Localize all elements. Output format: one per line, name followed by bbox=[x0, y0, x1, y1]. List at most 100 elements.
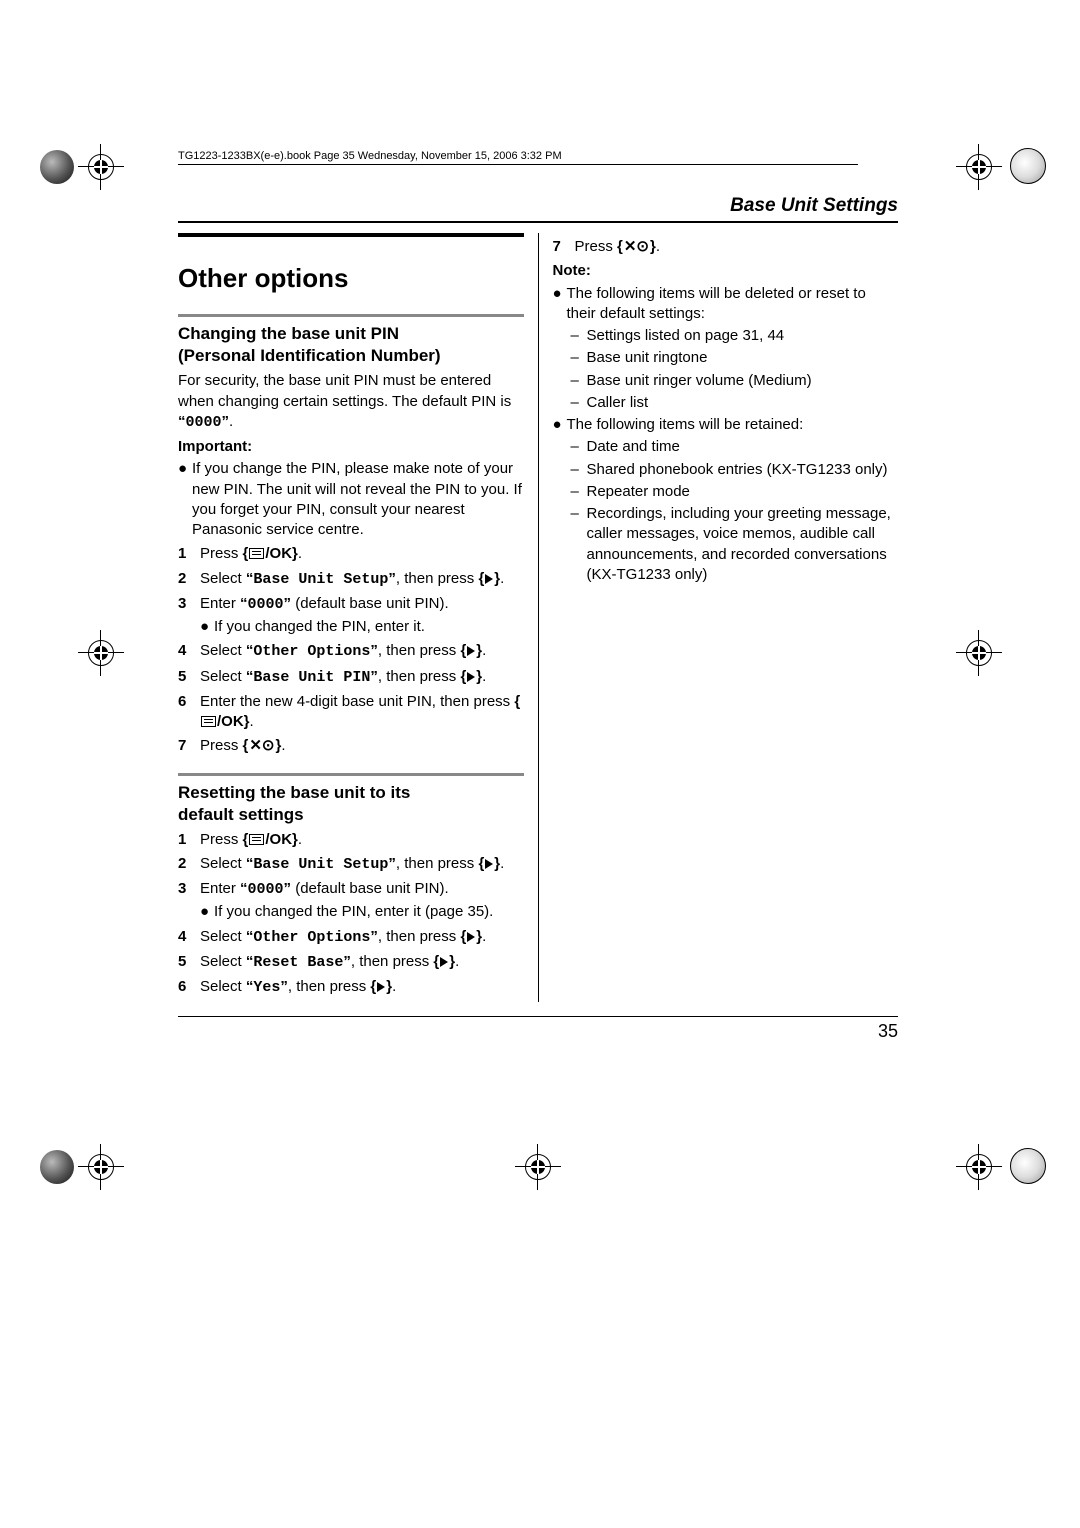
text: Shared phonebook entries (KX-TG1233 only… bbox=[587, 460, 888, 480]
print-mark-ball-icon bbox=[40, 150, 74, 184]
text: ” bbox=[370, 928, 378, 945]
text: Base Unit Setup bbox=[253, 571, 388, 588]
text: “ bbox=[240, 595, 248, 612]
bracket-icon: { bbox=[478, 855, 484, 872]
reset-step-3: 3 Enter “0000” (default base unit PIN). … bbox=[178, 879, 524, 923]
registration-mark-icon bbox=[966, 1154, 992, 1180]
registration-mark-icon bbox=[88, 640, 114, 666]
text: , then press bbox=[396, 855, 479, 872]
text: Press bbox=[200, 545, 243, 562]
text: Base unit ringer volume (Medium) bbox=[587, 371, 812, 391]
registration-mark-icon bbox=[966, 154, 992, 180]
text: . bbox=[482, 642, 486, 659]
text: /OK bbox=[265, 831, 292, 848]
step-body: Select “Base Unit PIN”, then press {}. bbox=[200, 667, 524, 688]
print-mark-ball-icon bbox=[1010, 1148, 1046, 1184]
step-number: 4 bbox=[178, 641, 200, 661]
step-number: 6 bbox=[178, 692, 200, 712]
important-label: Important: bbox=[178, 437, 524, 457]
text: Yes bbox=[253, 979, 280, 996]
text: Other Options bbox=[253, 929, 370, 946]
step-number: 4 bbox=[178, 927, 200, 947]
reset-step-4: 4 Select “Other Options”, then press {}. bbox=[178, 927, 524, 948]
text: Press bbox=[200, 737, 243, 754]
reset-subheading: Resetting the base unit to its default s… bbox=[178, 782, 524, 826]
text: Select bbox=[200, 570, 246, 587]
pin-heading-line2: (Personal Identification Number) bbox=[178, 346, 441, 365]
text: Select bbox=[200, 978, 246, 995]
step-number: 2 bbox=[178, 569, 200, 589]
pin-heading-line1: Changing the base unit PIN bbox=[178, 324, 399, 343]
subheading-rule-icon bbox=[178, 314, 524, 317]
text: ” bbox=[343, 953, 351, 970]
bracket-icon: { bbox=[514, 693, 520, 710]
bracket-icon: { bbox=[370, 978, 376, 995]
bracket-icon: { bbox=[243, 831, 249, 848]
text: “ bbox=[178, 413, 186, 430]
step-body: Press {✕⊙}. bbox=[575, 237, 899, 257]
heading-rule-icon bbox=[178, 233, 524, 237]
bullet-icon: ● bbox=[178, 459, 192, 479]
important-bullet-text: If you change the PIN, please make note … bbox=[192, 459, 524, 540]
registration-mark-icon bbox=[88, 154, 114, 180]
text: . bbox=[656, 238, 660, 255]
reset-step-3-sub: ●If you changed the PIN, enter it (page … bbox=[200, 902, 524, 922]
subheading-rule-icon bbox=[178, 773, 524, 776]
text: , then press bbox=[396, 570, 479, 587]
step-body: Press {/OK}. bbox=[200, 830, 524, 850]
power-off-icon: ✕⊙ bbox=[624, 237, 649, 257]
text: Reset Base bbox=[253, 954, 343, 971]
page-content: TG1223-1233BX(e-e).book Page 35 Wednesda… bbox=[178, 150, 898, 1042]
text: The following items will be retained: bbox=[567, 415, 804, 435]
text: Other Options bbox=[253, 643, 370, 660]
bracket-icon: { bbox=[478, 570, 484, 587]
text: . bbox=[229, 413, 233, 430]
reset-step-6: 6 Select “Yes”, then press {}. bbox=[178, 977, 524, 998]
text: Enter bbox=[200, 595, 240, 612]
text: Recordings, including your greeting mess… bbox=[587, 504, 899, 585]
text: (default base unit PIN). bbox=[291, 595, 449, 612]
step-body: Select “Base Unit Setup”, then press {}. bbox=[200, 854, 524, 875]
page-number: 35 bbox=[178, 1016, 898, 1042]
text: If you changed the PIN, enter it (page 3… bbox=[214, 902, 493, 922]
right-arrow-icon bbox=[467, 672, 475, 682]
deleted-item: –Base unit ringer volume (Medium) bbox=[571, 371, 899, 391]
step-number: 1 bbox=[178, 544, 200, 564]
step-body: Select “Other Options”, then press {}. bbox=[200, 641, 524, 662]
text: ” bbox=[388, 855, 396, 872]
dash-icon: – bbox=[571, 348, 587, 368]
text: . bbox=[298, 831, 302, 848]
text: , then press bbox=[378, 642, 461, 659]
dash-icon: – bbox=[571, 504, 587, 524]
right-arrow-icon bbox=[485, 859, 493, 869]
print-mark-ball-icon bbox=[40, 1150, 74, 1184]
main-heading: Other options bbox=[178, 261, 524, 296]
reset-heading-line1: Resetting the base unit to its bbox=[178, 783, 410, 802]
retained-item: –Date and time bbox=[571, 437, 899, 457]
step-body: Select “Base Unit Setup”, then press {}. bbox=[200, 569, 524, 590]
pin-step-6: 6 Enter the new 4-digit base unit PIN, t… bbox=[178, 692, 524, 733]
retained-item: –Repeater mode bbox=[571, 482, 899, 502]
text: “ bbox=[240, 880, 248, 897]
step-body: Press {/OK}. bbox=[200, 544, 524, 564]
pin-step-2: 2 Select “Base Unit Setup”, then press {… bbox=[178, 569, 524, 590]
bracket-icon: { bbox=[243, 545, 249, 562]
step-number: 5 bbox=[178, 667, 200, 687]
important-bullet: ● If you change the PIN, please make not… bbox=[178, 459, 524, 540]
text: ” bbox=[388, 570, 396, 587]
running-header: TG1223-1233BX(e-e).book Page 35 Wednesda… bbox=[178, 150, 858, 165]
dash-icon: – bbox=[571, 482, 587, 502]
bracket-icon: { bbox=[243, 737, 249, 754]
text: If you changed the PIN, enter it. bbox=[214, 617, 425, 637]
print-mark-ball-icon bbox=[1010, 148, 1046, 184]
bracket-icon: { bbox=[617, 238, 623, 255]
deleted-item: –Settings listed on page 31, 44 bbox=[571, 326, 899, 346]
text: The following items will be deleted or r… bbox=[567, 284, 899, 325]
note-label: Note: bbox=[553, 261, 899, 281]
pin-step-1: 1 Press {/OK}. bbox=[178, 544, 524, 564]
bullet-icon: ● bbox=[200, 617, 214, 637]
step-number: 7 bbox=[553, 237, 575, 257]
text: ” bbox=[284, 880, 292, 897]
pin-subheading: Changing the base unit PIN (Personal Ide… bbox=[178, 323, 524, 367]
text: Press bbox=[200, 831, 243, 848]
